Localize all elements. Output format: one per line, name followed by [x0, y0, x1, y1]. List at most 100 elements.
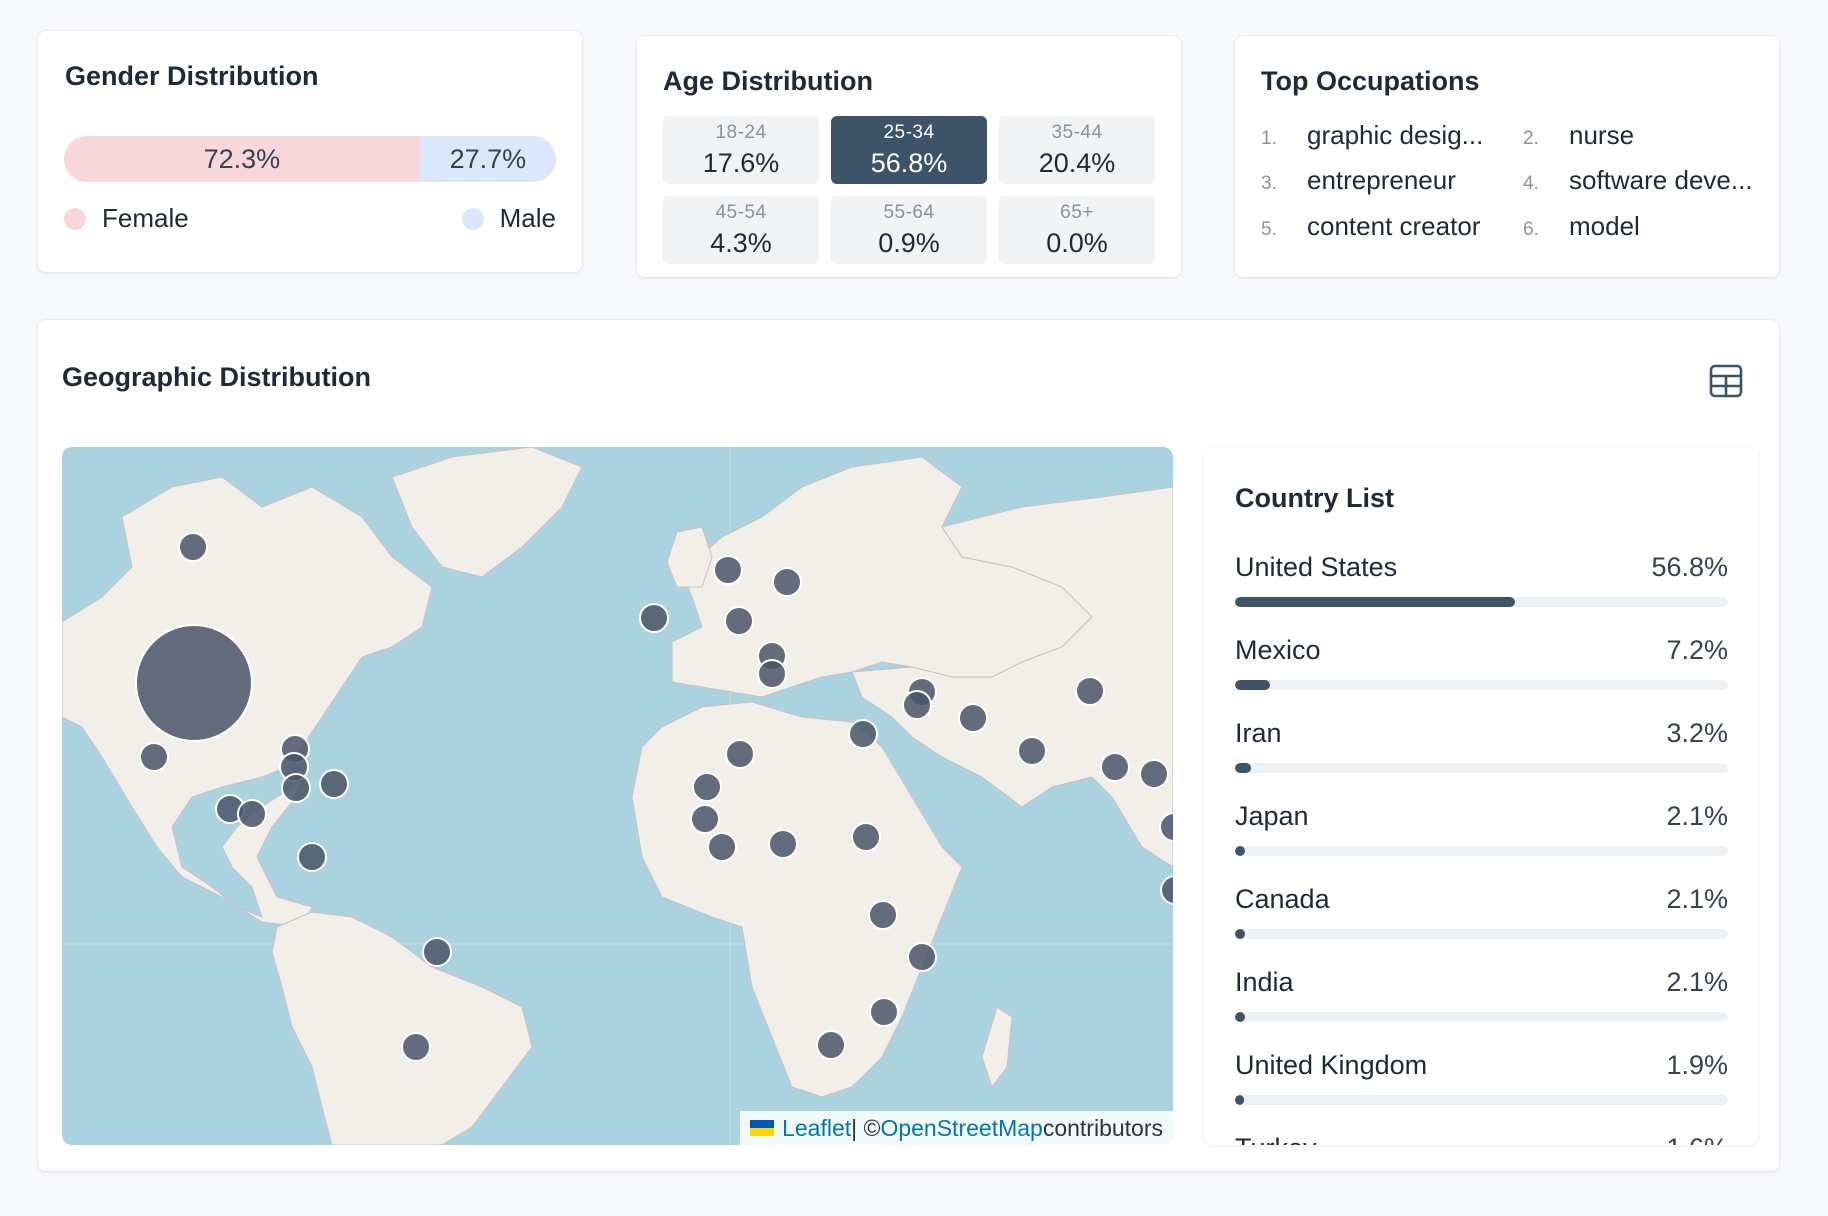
country-row[interactable]: Iran 3.2%	[1235, 718, 1728, 773]
country-name: United Kingdom	[1235, 1050, 1428, 1080]
country-name: Turkey	[1235, 1133, 1317, 1145]
country-row[interactable]: United States 56.8%	[1235, 552, 1728, 607]
country-bar-fill	[1235, 680, 1271, 690]
occupation-label: content creator	[1307, 211, 1481, 241]
occupation-label: model	[1569, 211, 1640, 241]
country-pct: 2.1%	[1666, 884, 1728, 914]
map-marker[interactable]	[690, 804, 720, 834]
map-marker[interactable]	[851, 822, 881, 852]
country-pct: 1.6%	[1666, 1133, 1728, 1145]
country-name: Iran	[1235, 718, 1282, 748]
age-bracket-45-54[interactable]: 45-54 4.3%	[663, 196, 819, 264]
map-marker[interactable]	[725, 739, 755, 769]
map-marker[interactable]	[1159, 812, 1173, 842]
map-marker[interactable]	[135, 624, 253, 742]
country-line: Iran 3.2%	[1235, 718, 1728, 749]
country-bar-track	[1235, 929, 1728, 939]
map-marker[interactable]	[1160, 875, 1173, 905]
age-range-label: 45-54	[715, 201, 767, 223]
map-marker[interactable]	[422, 937, 452, 967]
gender-distribution-card: Gender Distribution 72.3% 27.7% Female M…	[38, 31, 582, 272]
age-bracket-35-44[interactable]: 35-44 20.4%	[999, 116, 1155, 184]
map-marker[interactable]	[816, 1030, 846, 1060]
country-line: Canada 2.1%	[1235, 884, 1728, 915]
country-pct: 7.2%	[1666, 635, 1728, 665]
male-legend-dot	[461, 207, 484, 230]
occupations-card-title: Top Occupations	[1261, 66, 1480, 96]
country-row[interactable]: Canada 2.1%	[1235, 884, 1728, 939]
map-marker[interactable]	[907, 942, 937, 972]
map-marker[interactable]	[724, 606, 754, 636]
map-marker[interactable]	[757, 659, 787, 689]
age-bracket-25-34[interactable]: 25-34 56.8%	[831, 116, 987, 184]
map-marker[interactable]	[297, 842, 327, 872]
country-row[interactable]: India 2.1%	[1235, 967, 1728, 1022]
country-bar-fill	[1235, 846, 1246, 856]
female-legend-label: Female	[102, 203, 189, 233]
occupation-rank: 6.	[1523, 219, 1539, 240]
country-bar-track	[1235, 846, 1728, 856]
country-list-panel[interactable]: Country List United States 56.8% Mexico 7.2…	[1204, 447, 1758, 1145]
land-asia	[851, 486, 1173, 868]
age-pct-value: 0.9%	[878, 227, 940, 258]
country-bar-fill	[1235, 929, 1246, 939]
map-marker[interactable]	[401, 1032, 431, 1062]
map-marker[interactable]	[1100, 752, 1130, 782]
occupation-rank: 1.	[1261, 128, 1277, 149]
land-south-america	[271, 911, 533, 1145]
occupation-rank: 4.	[1523, 173, 1539, 194]
country-pct: 1.9%	[1666, 1050, 1728, 1080]
age-bracket-65-plus[interactable]: 65+ 0.0%	[999, 196, 1155, 264]
age-bracket-55-64[interactable]: 55-64 0.9%	[831, 196, 987, 264]
map-marker[interactable]	[319, 769, 349, 799]
age-card-title: Age Distribution	[663, 66, 873, 96]
map-marker[interactable]	[1017, 736, 1047, 766]
leaflet-link[interactable]: Leaflet	[782, 1114, 852, 1141]
age-range-label: 35-44	[1051, 121, 1103, 143]
female-segment: 72.3%	[64, 136, 420, 182]
openstreetmap-link[interactable]: OpenStreetMap	[880, 1114, 1043, 1141]
map-marker[interactable]	[958, 703, 988, 733]
country-bar-track	[1235, 597, 1728, 607]
occupation-label: graphic desig...	[1307, 120, 1484, 150]
country-line: India 2.1%	[1235, 967, 1728, 998]
country-row[interactable]: Japan 2.1%	[1235, 801, 1728, 856]
country-name: Mexico	[1235, 635, 1321, 665]
land-madagascar	[981, 1006, 1013, 1089]
occupation-item: 5. content creator	[1261, 211, 1480, 242]
country-row[interactable]: Turkey 1.6%	[1235, 1133, 1728, 1145]
map-marker[interactable]	[692, 772, 722, 802]
map-marker[interactable]	[639, 603, 669, 633]
map-marker[interactable]	[902, 690, 932, 720]
age-pct-value: 20.4%	[1038, 147, 1116, 178]
map-marker[interactable]	[178, 532, 208, 562]
age-pct-value: 56.8%	[870, 147, 948, 178]
map-marker[interactable]	[1075, 676, 1105, 706]
country-name: United States	[1235, 552, 1398, 582]
map-marker[interactable]	[707, 832, 737, 862]
map-marker[interactable]	[281, 773, 311, 803]
map-marker[interactable]	[713, 555, 743, 585]
country-bar-track	[1235, 680, 1728, 690]
country-bar-track	[1235, 1095, 1728, 1105]
map-marker[interactable]	[869, 997, 899, 1027]
age-distribution-card: Age Distribution 18-24 17.6% 25-34 56.8%…	[637, 36, 1181, 277]
age-pct-value: 0.0%	[1046, 227, 1108, 258]
map-marker[interactable]	[772, 567, 802, 597]
map-marker[interactable]	[139, 742, 169, 772]
country-row[interactable]: United Kingdom 1.9%	[1235, 1050, 1728, 1105]
map-marker[interactable]	[848, 719, 878, 749]
map-marker[interactable]	[1139, 759, 1169, 789]
world-map[interactable]: Leaflet | © OpenStreetMap contributors	[62, 447, 1173, 1145]
country-pct: 3.2%	[1666, 718, 1728, 748]
map-marker[interactable]	[768, 829, 798, 859]
country-row[interactable]: Mexico 7.2%	[1235, 635, 1728, 690]
occupation-item: 1. graphic desig...	[1261, 120, 1483, 151]
male-segment: 27.7%	[419, 136, 556, 182]
country-bar-track	[1235, 1012, 1728, 1022]
map-marker[interactable]	[868, 900, 898, 930]
age-bracket-18-24[interactable]: 18-24 17.6%	[663, 116, 819, 184]
table-grid-icon[interactable]	[1709, 364, 1743, 398]
map-marker[interactable]	[237, 799, 267, 829]
country-bar-fill	[1235, 763, 1251, 773]
